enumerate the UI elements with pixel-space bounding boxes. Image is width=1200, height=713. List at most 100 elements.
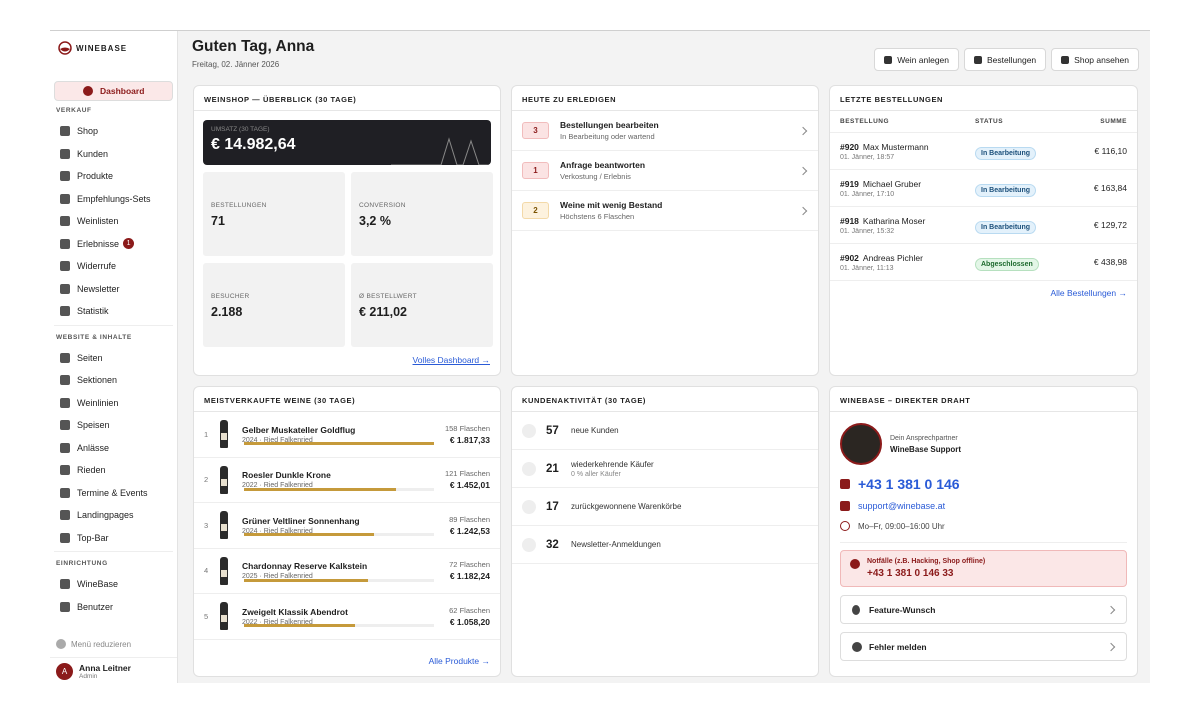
todo-subtitle: Verkostung / Erlebnis (560, 172, 631, 181)
header-button[interactable]: Bestellungen (964, 48, 1047, 71)
user-menu[interactable]: A Anna Leitner Admin (50, 657, 177, 683)
revenue: € 1.058,20 (449, 616, 490, 627)
nav-item[interactable]: Speisen (54, 414, 173, 437)
wine-sales: 121 Flaschen € 1.452,01 (445, 469, 490, 490)
products-link[interactable]: Alle Produkte → (428, 656, 490, 666)
wine-sales: 62 Flaschen € 1.058,20 (449, 606, 490, 627)
table-header: BESTELLUNG STATUS SUMME (830, 111, 1137, 133)
main: Guten Tag, Anna Freitag, 02. Jänner 2026… (178, 31, 1150, 683)
revenue-sparkline (391, 137, 491, 165)
nav-item[interactable]: Widerrufe (54, 255, 173, 278)
wine-detail: 2024 · Ried Falkenried (242, 527, 313, 535)
activity-value: 32 (546, 538, 559, 551)
wine-detail: 2024 · Ried Falkenried (242, 436, 313, 444)
revenue: € 1.182,24 (449, 571, 490, 582)
todo-item[interactable]: 1 Anfrage beantworten Verkostung / Erlebni… (512, 151, 818, 191)
collapse-menu[interactable]: Menü reduzieren (56, 639, 131, 649)
nav-item[interactable]: Kunden (54, 143, 173, 166)
dashboard-link[interactable]: Volles Dashboard → (412, 355, 491, 365)
phone[interactable]: +43 1 381 0 146 (840, 476, 1127, 492)
order-date: 01. Jänner, 18:57 (840, 153, 895, 161)
nav-item[interactable]: Benutzer (54, 596, 173, 619)
order-row[interactable]: #919 Michael Gruber 01. Jänner, 17:10 In Be… (830, 170, 1137, 207)
order-row[interactable]: #920 Max Mustermann 01. Jänner, 18:57 In Be… (830, 133, 1137, 170)
order-row[interactable]: #918 Katharina Moser 01. Jänner, 15:32 In B… (830, 207, 1137, 244)
stats: BESTELLUNGEN 71 CONVERSION 3,2 % BESUCHER 2.1… (203, 172, 493, 347)
header-button[interactable]: Wein anlegen (874, 48, 960, 71)
nav-item[interactable]: Produkte (54, 165, 173, 188)
nav-icon (60, 193, 70, 204)
nav-item[interactable]: Rieden (54, 459, 173, 482)
nav-item[interactable]: Seiten (54, 347, 173, 370)
nav-item[interactable]: Landingpages (54, 504, 173, 527)
nav-label: Rieden (77, 465, 106, 476)
customer-name: Michael Gruber (862, 178, 922, 189)
nav-item[interactable]: Termine & Events (54, 482, 173, 505)
contact: Dein Ansprechpartner WineBase Support (840, 423, 1127, 465)
nav-item[interactable]: Empfehlungs-Sets (54, 188, 173, 211)
order-cell: #920 Max Mustermann 01. Jänner, 18:57 (840, 142, 975, 161)
stat-tile: CONVERSION 3,2 % (351, 172, 493, 256)
stat-value: € 211,02 (359, 305, 407, 319)
stat-label: BESTELLUNGEN (211, 202, 267, 209)
order-row[interactable]: #902 Andreas Pichler 01. Jänner, 11:13 Abge… (830, 244, 1137, 281)
nav-item[interactable]: Erlebnisse 1 (54, 233, 173, 256)
order-total: € 129,72 (1093, 220, 1127, 230)
progress-track (244, 533, 434, 536)
nav-item[interactable]: WineBase (54, 573, 173, 596)
nav-icon (60, 601, 70, 612)
todo-item[interactable]: 2 Weine mit wenig Bestand Höchstens 6 Flas… (512, 191, 818, 231)
stat-value: 71 (211, 214, 225, 228)
bottle-image (220, 556, 228, 585)
nav-icon (60, 532, 70, 543)
nav-icon (60, 579, 70, 590)
nav-item[interactable]: Anlässe (54, 437, 173, 460)
nav-icon (60, 487, 70, 498)
todo-text: Weine mit wenig Bestand Höchstens 6 Flasc… (560, 200, 662, 221)
revenue-box: UMSATZ (30 TAGE) € 14.982,64 (203, 120, 491, 165)
nav-item[interactable]: Top-Bar (54, 527, 173, 550)
wine-name: Zweigelt Klassik Abendrot (242, 606, 348, 617)
action-button[interactable]: Fehler melden (840, 632, 1127, 661)
activity-text: neue Kunden (571, 426, 619, 435)
wine-name: Roesler Dunkle Krone (242, 470, 331, 481)
nav-label: Benutzer (77, 601, 114, 612)
card-title: HEUTE ZU ERLEDIGEN (512, 86, 818, 111)
activity-icon (522, 537, 536, 552)
contact-photo (840, 423, 882, 465)
order-cell: In Bearbeitung (975, 179, 1094, 197)
bottle-image (220, 602, 228, 631)
header-actions: Wein anlegen Bestellungen Shop ansehen (874, 48, 1139, 71)
nav-label: Erlebnisse (77, 238, 120, 249)
nav-item[interactable]: Sektionen (54, 369, 173, 392)
wine-info: Grüner Veltliner Sonnenhang 2024 · Ried F… (242, 516, 360, 535)
nav-item[interactable]: Statistik (54, 300, 173, 323)
nav-item[interactable]: Dashboard (54, 81, 173, 101)
todo-subtitle: Höchstens 6 Flaschen (560, 212, 635, 221)
brand: WINEBASE (58, 41, 127, 55)
todo-item[interactable]: 3 Bestellungen bearbeiten In Bearbeitung o… (512, 111, 818, 151)
nav-item[interactable]: Weinlisten (54, 210, 173, 233)
greeting: Guten Tag, Anna (192, 38, 315, 55)
order-id: #918 (840, 215, 859, 226)
wine-name: Chardonnay Reserve Kalkstein (242, 561, 368, 572)
header-button[interactable]: Shop ansehen (1051, 48, 1139, 71)
card-title: LETZTE BESTELLUNGEN (830, 86, 1137, 111)
logo (58, 41, 72, 55)
order-id: #902 (840, 252, 859, 263)
activity-label: Newsletter-Anmeldungen (571, 540, 661, 549)
button-icon (974, 55, 983, 64)
action-button[interactable]: Feature-Wunsch (840, 595, 1127, 624)
email[interactable]: support@winebase.at (840, 501, 1127, 511)
nav-item[interactable]: Shop (54, 120, 173, 143)
nav-icon (60, 397, 70, 408)
order-date: 01. Jänner, 11:13 (840, 264, 894, 272)
revenue: € 1.242,53 (449, 525, 490, 536)
nav-icon (60, 126, 70, 137)
activity-value: 21 (546, 462, 559, 475)
action-label: Feature-Wunsch (869, 604, 936, 615)
nav-item[interactable]: Weinlinien (54, 392, 173, 415)
nav-item[interactable]: Newsletter (54, 278, 173, 301)
orders-link[interactable]: Alle Bestellungen → (1050, 288, 1127, 298)
emergency-label: Notfälle (z.B. Hacking, Shop offline) (867, 558, 986, 565)
